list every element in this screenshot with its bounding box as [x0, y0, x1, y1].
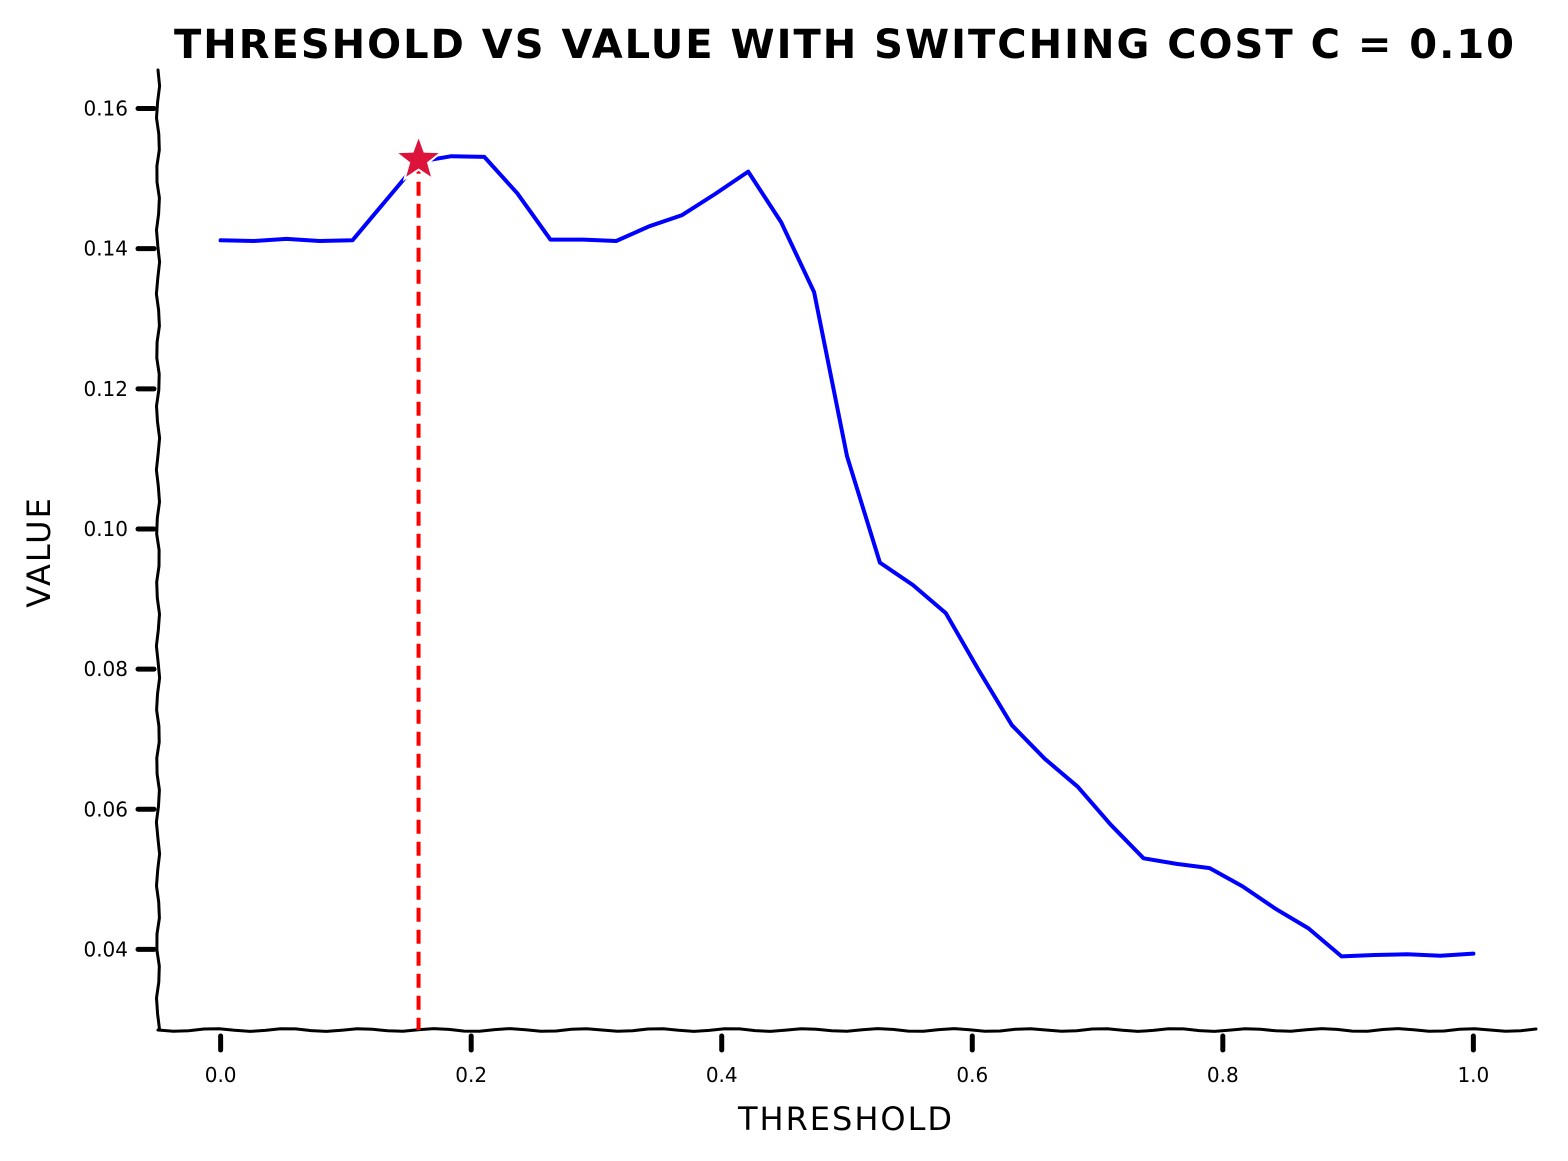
y-tick-label: 0.16 [83, 97, 128, 121]
y-axis-label: VALUE [20, 496, 58, 608]
x-tick-label: 0.2 [455, 1063, 487, 1087]
y-tick-label: 0.08 [83, 657, 128, 681]
value-series-line [218, 154, 1476, 959]
x-axis-line [156, 1027, 1538, 1033]
y-axis-line [154, 68, 162, 1032]
y-tick-label: 0.14 [83, 237, 128, 261]
y-tick-label: 0.04 [83, 937, 128, 961]
plot-area: 0.04 0.06 0.08 0.10 0.12 0.14 0.16 0.0 0.2 0.4 0.6… [83, 68, 1538, 1087]
y-tick-label: 0.10 [83, 517, 128, 541]
x-tick-label: 0.4 [706, 1063, 738, 1087]
x-tick-label: 0.8 [1207, 1063, 1239, 1087]
x-tick-label: 0.0 [205, 1063, 237, 1087]
chart-title: THRESHOLD VS VALUE WITH SWITCHING COST C… [174, 22, 1516, 68]
x-axis-label: THRESHOLD [737, 1100, 954, 1138]
x-tick-label: 0.6 [956, 1063, 988, 1087]
x-tick-label: 1.0 [1457, 1063, 1489, 1087]
y-tick-label: 0.12 [83, 377, 128, 401]
y-tick-label: 0.06 [83, 797, 128, 821]
optimum-star-marker [392, 132, 445, 182]
